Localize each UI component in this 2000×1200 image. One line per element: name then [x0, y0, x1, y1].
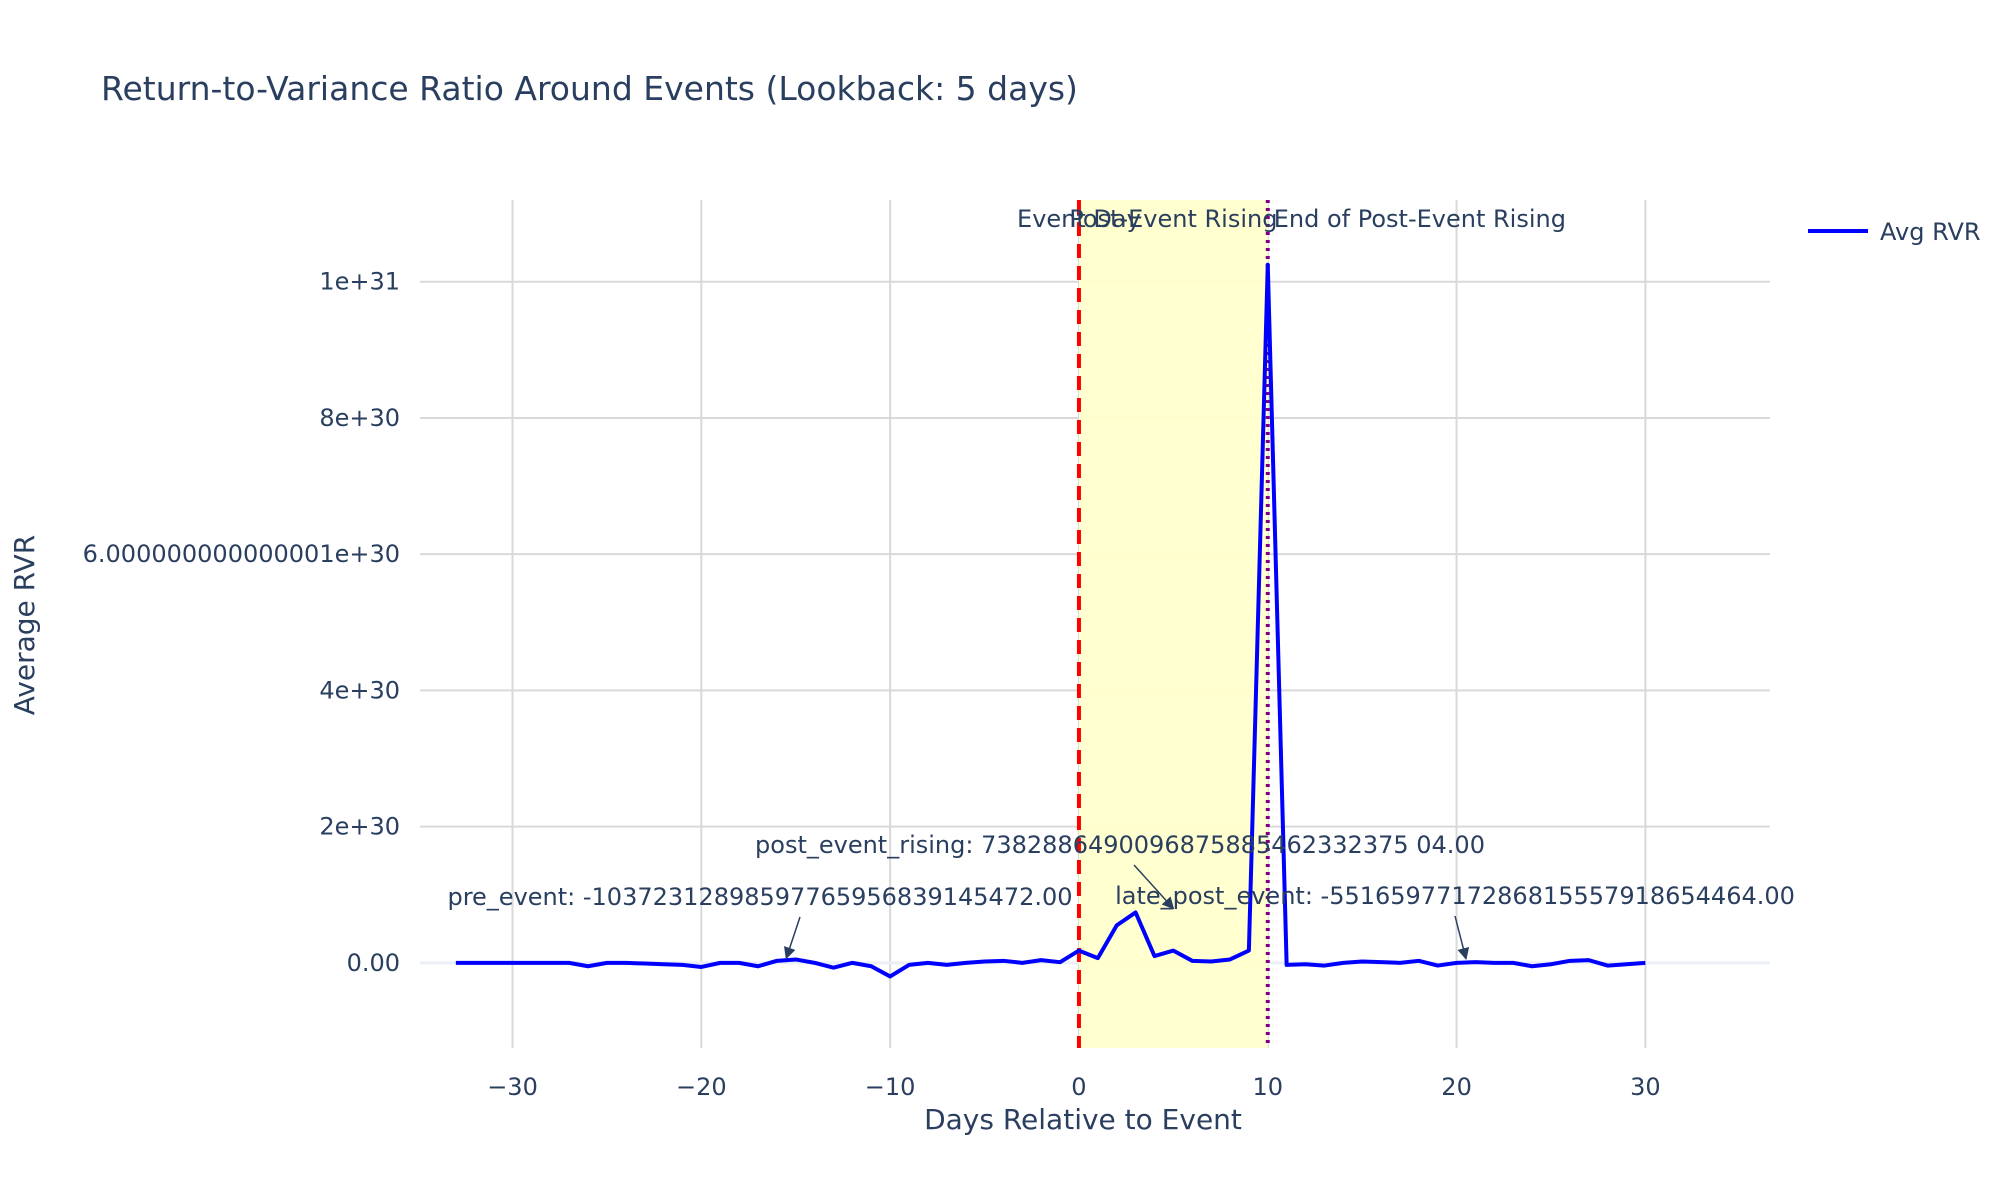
annotation-arrow [1133, 864, 1175, 910]
x-tick-label: 30 [1630, 1073, 1661, 1101]
chart-title: Return-to-Variance Ratio Around Events (… [101, 69, 1078, 108]
post-event-rising-region [1078, 200, 1268, 1048]
post-event-rising-label: Post-Event Rising [1069, 205, 1277, 233]
x-tick-label: −10 [865, 1073, 916, 1101]
x-axis-title: Days Relative to Event [924, 1103, 1242, 1136]
end-post-event-rising-label: End of Post-Event Rising [1274, 205, 1566, 233]
x-tick-label: 20 [1441, 1073, 1472, 1101]
series-layer [455, 262, 1646, 979]
annotation-arrow [1454, 915, 1470, 961]
x-tick-label: −20 [676, 1073, 727, 1101]
y-axis-title: Average RVR [8, 535, 41, 715]
y-tick-label: 2e+30 [319, 813, 400, 841]
annotation-label: pre_event: -1037231289859776595683914547… [447, 883, 1072, 911]
shapes-layer [1076, 200, 1270, 1048]
y-tick-label: 0.00 [347, 949, 400, 977]
annotation-arrow [784, 916, 801, 960]
y-tick-label: 1e+31 [319, 268, 400, 296]
x-tick-label: 0 [1071, 1073, 1086, 1101]
y-tick-label: 8e+30 [319, 404, 400, 432]
event-day-label: Event Day [1017, 205, 1141, 233]
y-tick-label: 6.000000000000001e+30 [83, 540, 400, 568]
annotation-label: late_post_event: -5516597717286815557918… [1115, 882, 1795, 910]
legend[interactable]: Avg RVR [1808, 218, 1981, 246]
series-line-avg-rvr [455, 262, 1646, 979]
legend-label-avg-rvr: Avg RVR [1880, 218, 1981, 246]
x-tick-label: −30 [487, 1073, 538, 1101]
tick-labels-layer: −30 −20 −10 0 10 20 30 0.00 2e+30 4e+30 6.00000000… [83, 268, 1661, 1101]
annotation-label: post_event_rising: 738288649009687588546… [755, 831, 1485, 859]
y-tick-label: 4e+30 [319, 676, 400, 704]
x-tick-label: 10 [1252, 1073, 1283, 1101]
